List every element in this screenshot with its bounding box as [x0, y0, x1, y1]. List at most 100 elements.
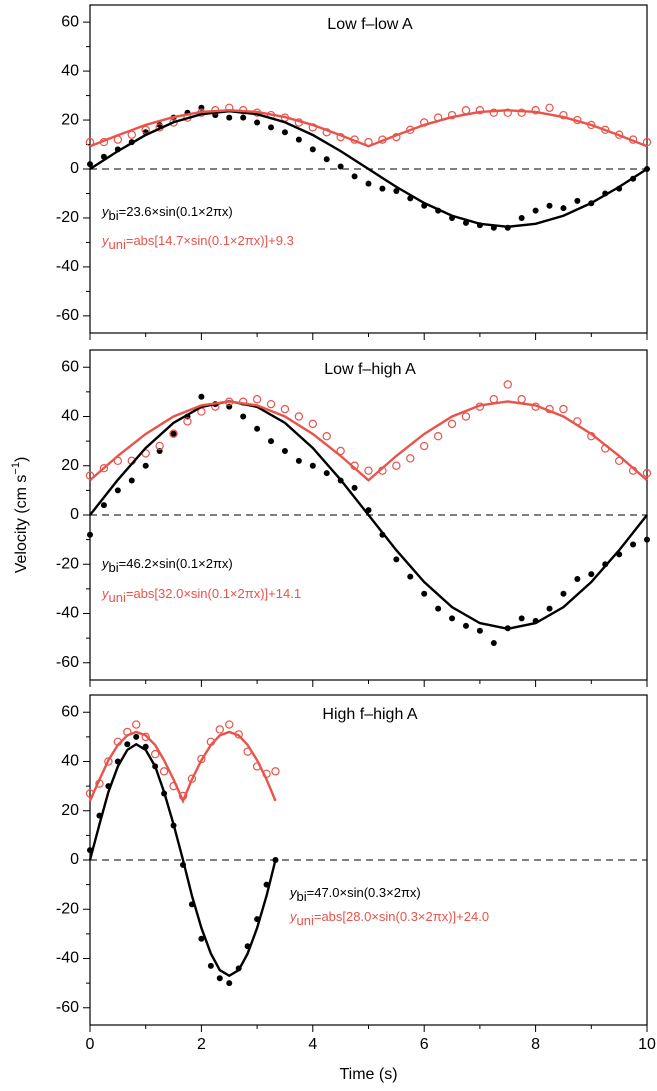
equation-subscript: bi [297, 889, 307, 904]
bi-point [295, 457, 302, 464]
bi-point [490, 640, 497, 647]
uni-point [141, 125, 150, 135]
panel-title: High f–high A [322, 706, 418, 723]
x-axis-title: Time (s) [339, 1066, 397, 1083]
y-tick-label: -40 [56, 950, 79, 967]
bi-point [114, 487, 121, 494]
x-tick-label: 0 [86, 1036, 95, 1053]
bi-point [240, 413, 247, 420]
bi-point [337, 163, 344, 170]
bi-point [546, 605, 553, 612]
uni-point [447, 419, 457, 429]
bi-point [295, 136, 302, 143]
uni-point [559, 404, 568, 414]
uni-point [364, 466, 373, 475]
bi-point [87, 531, 93, 538]
bi-point [323, 470, 330, 477]
y-tick-label: -20 [56, 555, 79, 572]
bi-point [379, 185, 386, 192]
uni-point [531, 106, 540, 115]
uni-point [489, 395, 499, 404]
y-tick-label: 60 [61, 13, 79, 30]
uni-point [294, 412, 304, 421]
uni-point [150, 749, 160, 759]
equation-symbol: y [101, 556, 110, 571]
y-tick-label: 40 [61, 753, 79, 770]
uni-point [271, 767, 280, 776]
bi-point [560, 205, 567, 212]
bi-point [170, 430, 177, 437]
bi-point [630, 541, 637, 548]
y-tick-label: 0 [70, 506, 79, 523]
y-tick-label: -20 [56, 209, 79, 226]
x-tick-label: 6 [420, 1036, 429, 1053]
bi-point [644, 536, 650, 543]
equation-body: =47.0×sin(0.3×2πx) [307, 885, 421, 900]
equation-subscript: uni [109, 590, 126, 605]
y-tick-label: -40 [56, 605, 79, 622]
panel-title: Low f–high A [324, 361, 416, 378]
uni-point [141, 732, 150, 742]
uni-point [308, 419, 317, 429]
uni-point [420, 441, 429, 451]
bi-point [449, 615, 456, 622]
y-tick-label: 0 [70, 851, 79, 868]
equation: yuni=abs[32.0×sin(0.1×2πx)]+14.1 [101, 586, 301, 605]
uni-point [169, 118, 178, 127]
equation-body: =23.6×sin(0.1×2πx) [119, 204, 233, 219]
panel-title: Low f–low A [327, 16, 413, 33]
bi-point [588, 571, 595, 578]
bi-point [407, 573, 414, 580]
bi-point [281, 129, 288, 136]
x-tick-label: 2 [197, 1036, 206, 1053]
y-tick-label: 60 [61, 358, 79, 375]
x-tick-label: 4 [308, 1036, 317, 1053]
bi-point [124, 741, 131, 748]
equation-subscript: bi [109, 560, 119, 575]
uni-point [104, 757, 113, 766]
uni-point [461, 412, 471, 421]
fit-line [88, 730, 277, 804]
uni-point [99, 464, 109, 473]
uni-point [266, 399, 276, 409]
uni-point [225, 720, 234, 729]
y-tick-label: -40 [56, 258, 79, 275]
fit-line [89, 110, 648, 228]
uni-point [169, 429, 178, 438]
bi-point [393, 188, 400, 195]
bi-point [87, 161, 93, 168]
equation-body: =abs[32.0×sin(0.1×2πx)]+14.1 [126, 586, 301, 601]
bi-point [216, 975, 223, 982]
uni-point [215, 725, 224, 734]
y-tick-label: -20 [56, 900, 79, 917]
fit-line [88, 742, 277, 978]
y-tick-label: 20 [61, 457, 79, 474]
y-tick-label: 0 [70, 160, 79, 177]
uni-point [461, 106, 471, 115]
equation: ybi=23.6×sin(0.1×2πx) [101, 204, 233, 223]
equation-body: =abs[28.0×sin(0.3×2πx)]+24.0 [314, 909, 489, 924]
uni-point [559, 110, 568, 120]
uni-point [545, 103, 554, 113]
bi-point [198, 393, 205, 400]
y-tick-label: 20 [61, 802, 79, 819]
uni-point [433, 431, 443, 441]
uni-point [280, 404, 290, 414]
equation-symbol: y [101, 204, 110, 219]
uni-point [447, 110, 457, 120]
equation: yuni=abs[14.7×sin(0.1×2πx)]+9.3 [101, 233, 294, 252]
uni-point [252, 395, 262, 404]
fit-line [89, 109, 648, 148]
uni-point [475, 106, 485, 115]
uni-point [322, 431, 331, 441]
bi-point [128, 477, 135, 484]
bi-point [323, 156, 330, 163]
bi-point [226, 980, 233, 987]
bi-point [462, 622, 469, 629]
equation: yuni=abs[28.0×sin(0.3×2πx)]+24.0 [289, 909, 489, 928]
uni-point [503, 380, 512, 389]
bi-point [254, 119, 261, 126]
bi-point [546, 202, 553, 209]
y-axis-title: Velocity (cm s−1) [10, 457, 30, 574]
